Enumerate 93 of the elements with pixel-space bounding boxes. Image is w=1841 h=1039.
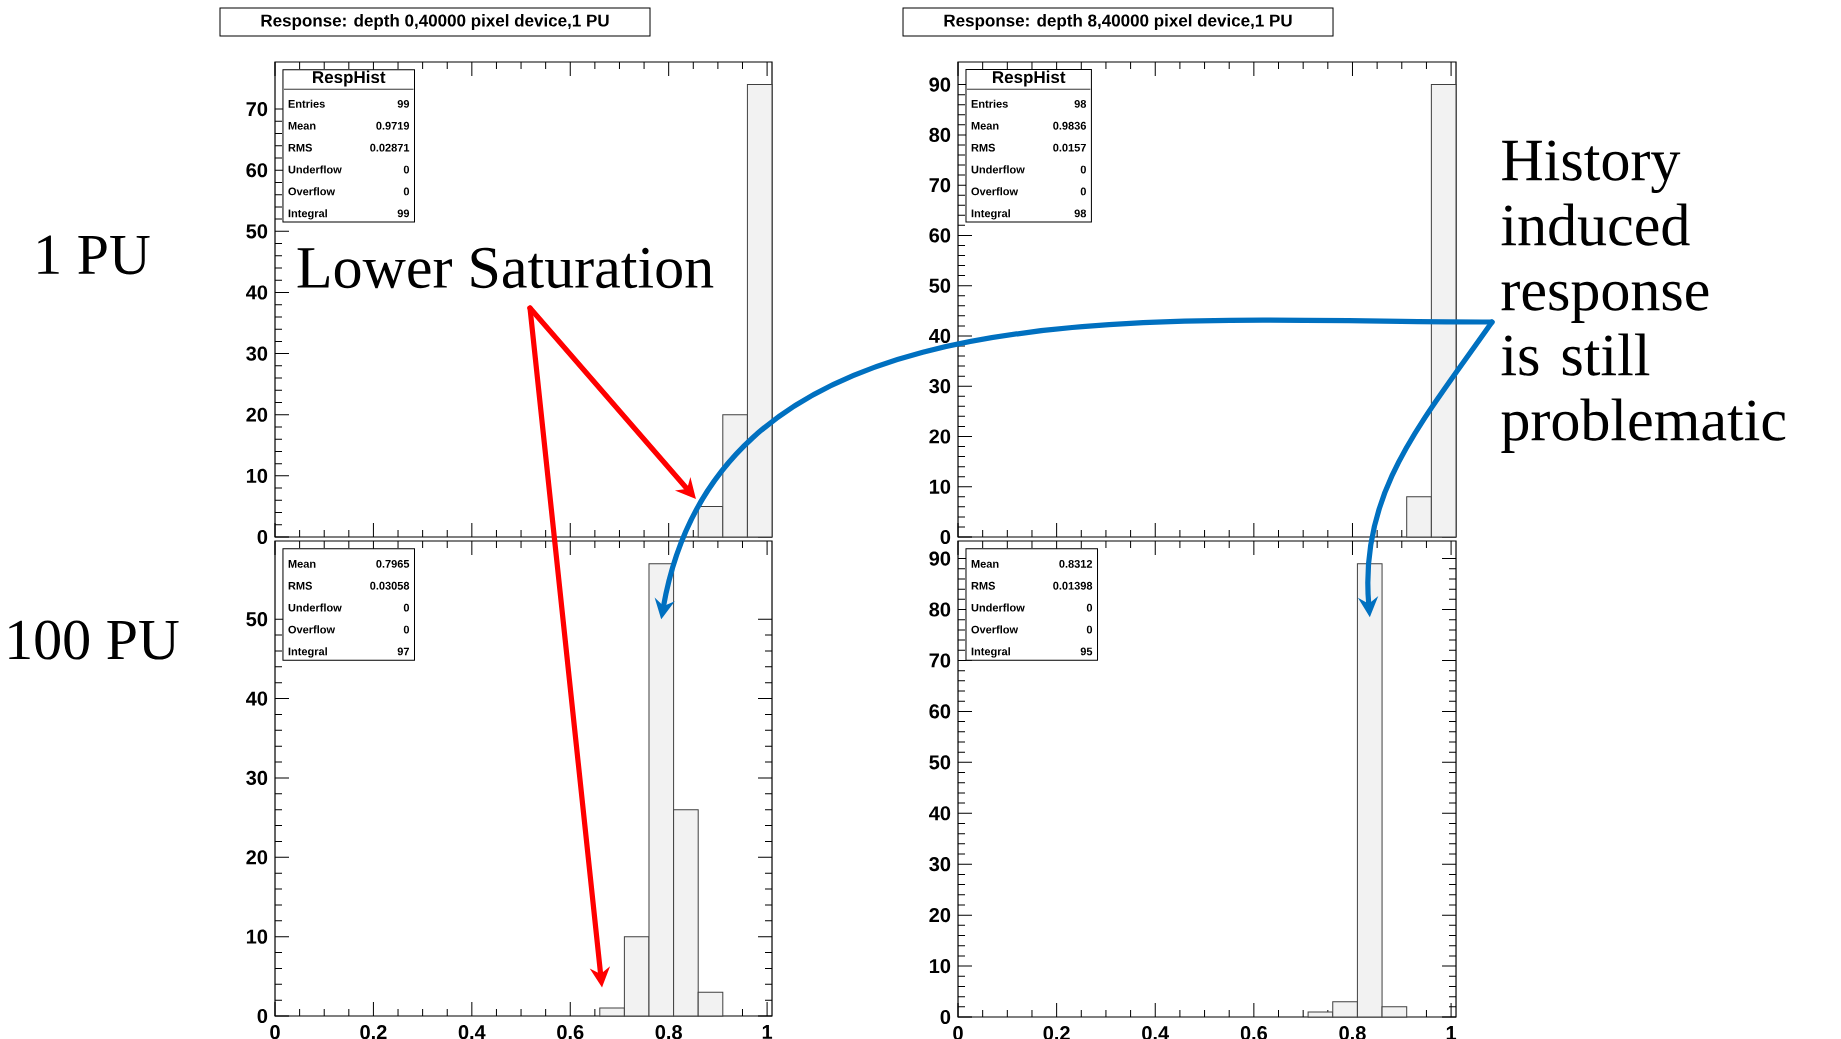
annotation: Underflow — [971, 165, 1025, 174]
annotation: RMS — [971, 143, 995, 152]
y-tick-label: 60 — [929, 704, 951, 719]
y-tick-label: 20 — [929, 908, 951, 923]
annotation: RMS — [288, 581, 312, 590]
annotation: 0 — [1080, 187, 1086, 196]
annotation: 0.8312 — [1059, 559, 1093, 568]
x-tick-label: 0.6 — [557, 1025, 584, 1039]
y-tick-label: 10 — [246, 468, 268, 483]
annotation: 0.02871 — [370, 143, 410, 152]
annotation: 0 — [1080, 165, 1086, 174]
legend-title: RespHist — [313, 70, 386, 87]
y-tick-label: 20 — [246, 850, 268, 865]
y-tick-label: 60 — [929, 228, 951, 243]
y-tick-label: 80 — [929, 602, 951, 617]
y-tick-label: 0 — [940, 529, 951, 545]
annotation: 0.7965 — [376, 559, 410, 568]
y-tick-label: 10 — [246, 929, 268, 944]
annotation: RMS — [288, 143, 312, 152]
y-axis-title: 1 PU — [38, 235, 150, 275]
y-tick-label: 30 — [246, 346, 268, 361]
annotation: 0.03058 — [370, 581, 410, 590]
annotation: 0.01398 — [1053, 581, 1093, 590]
annotation: Integral — [288, 647, 327, 658]
chart-title: Response: depth 8,40000 pixel device,1 PU — [944, 14, 1292, 30]
y-tick-label: 30 — [929, 857, 951, 872]
x-tick-label: 1 — [762, 1025, 773, 1039]
x-tick-label: 0.4 — [458, 1025, 486, 1039]
annotation: Overflow — [971, 625, 1019, 634]
annotation: 0.0157 — [1053, 143, 1086, 152]
annotation: Entries — [288, 99, 325, 108]
y-tick-label: 50 — [246, 612, 268, 627]
annotation: 0.9836 — [1053, 121, 1087, 130]
chart-title: Response: depth 0,40000 pixel device,1 PU — [261, 14, 609, 30]
annotation: 95 — [1080, 647, 1093, 656]
y-tick-label: 50 — [929, 278, 951, 293]
annotation: Underflow — [288, 165, 342, 174]
y-tick-label: 60 — [246, 163, 268, 178]
y-tick-label: 0 — [940, 1009, 951, 1025]
annotation: 0 — [1086, 603, 1093, 612]
legend-title: RespHist — [992, 70, 1066, 87]
annotation: 99 — [397, 99, 410, 108]
y-tick-label: 0 — [257, 1008, 268, 1024]
annotation: 0 — [403, 165, 410, 174]
x-tick-label: 0.2 — [360, 1025, 387, 1039]
y-tick-label: 0 — [257, 529, 268, 545]
annotation: 97 — [397, 647, 410, 656]
y-tick-label: 30 — [246, 770, 268, 786]
annotation: Lower Saturation — [297, 247, 714, 289]
annotation: Overflow — [288, 625, 336, 634]
annotation: Mean — [288, 121, 316, 130]
y-axis-title: 100 PU — [9, 620, 179, 660]
y-tick-label: 80 — [929, 127, 951, 142]
y-tick-label: 30 — [929, 379, 951, 394]
annotation: Integral — [971, 209, 1010, 220]
y-tick-label: 20 — [929, 429, 951, 444]
y-tick-label: 10 — [929, 479, 951, 494]
annotation: Overflow — [288, 187, 336, 196]
annotation: Integral — [971, 647, 1010, 658]
annotation: 0 — [403, 625, 410, 634]
annotation: 0 — [1086, 625, 1093, 634]
text: History induced response is still problematic — [1501, 140, 1786, 453]
annotation: 0 — [403, 187, 410, 196]
annotation: Overflow — [971, 187, 1019, 196]
y-tick-label: 70 — [929, 178, 951, 193]
y-tick-label: 90 — [929, 551, 951, 566]
annotation: Mean — [288, 560, 316, 568]
y-tick-label: 70 — [929, 653, 951, 668]
annotation: RMS — [971, 581, 995, 590]
annotation: 99 — [397, 209, 410, 218]
y-tick-label: 10 — [929, 959, 951, 974]
y-tick-label: 40 — [246, 691, 268, 706]
annotation: 0 — [403, 603, 410, 612]
annotation: Entries — [971, 99, 1008, 108]
x-tick-label: 0 — [270, 1025, 280, 1039]
y-tick-label: 40 — [246, 285, 268, 300]
annotation: 98 — [1074, 99, 1087, 108]
annotation: Underflow — [288, 603, 342, 612]
y-tick-label: 40 — [929, 328, 951, 344]
y-tick-label: 90 — [929, 77, 951, 92]
y-tick-label: 70 — [246, 102, 268, 117]
x-tick-label: 1 — [1446, 1026, 1457, 1039]
annotation: 98 — [1074, 209, 1087, 218]
annotation: Mean — [971, 560, 999, 568]
annotation: Underflow — [971, 603, 1025, 612]
y-tick-label: 50 — [929, 755, 951, 770]
y-tick-label: 50 — [246, 224, 268, 239]
annotation: 0.9719 — [376, 121, 410, 130]
annotation: Integral — [288, 209, 327, 220]
annotation: Mean — [971, 121, 999, 130]
y-tick-label: 40 — [929, 806, 951, 821]
y-tick-label: 20 — [246, 407, 268, 422]
x-tick-label: 0.8 — [655, 1025, 682, 1039]
